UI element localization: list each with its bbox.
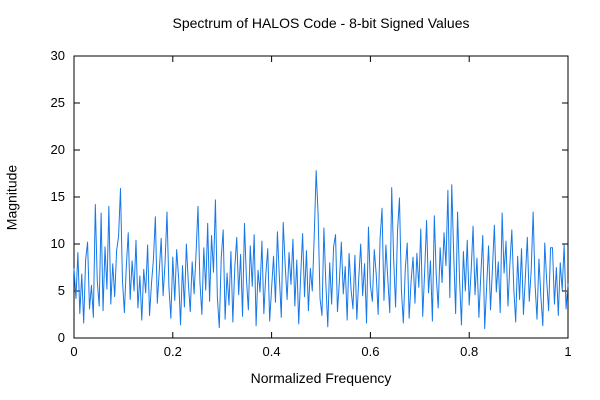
y-tick-label: 0 <box>58 330 65 345</box>
y-tick-label: 15 <box>51 189 65 204</box>
x-axis-label: Normalized Frequency <box>250 370 392 386</box>
y-tick-label: 5 <box>58 283 65 298</box>
x-tick-label: 0.6 <box>361 344 379 359</box>
chart-title: Spectrum of HALOS Code - 8-bit Signed Va… <box>172 15 470 31</box>
y-tick-label: 20 <box>51 142 65 157</box>
plot-border <box>73 55 569 339</box>
y-tick-label: 10 <box>51 236 65 251</box>
x-tick-label: 1 <box>564 344 571 359</box>
x-tick-label: 0 <box>70 344 77 359</box>
spectrum-line <box>73 170 569 330</box>
x-tick-label: 0.2 <box>164 344 182 359</box>
x-tick-label: 0.4 <box>263 344 281 359</box>
y-tick-label: 30 <box>51 48 65 63</box>
y-tick-label: 25 <box>51 95 65 110</box>
x-tick-label: 0.8 <box>460 344 478 359</box>
